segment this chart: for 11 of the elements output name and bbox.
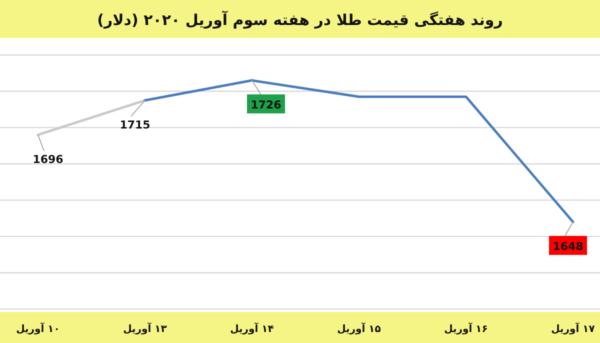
x-tick-label: ۱۵ آوریل — [337, 322, 381, 335]
chart-title: روند هفتگی قیمت طلا در هفته سوم آوریل ۲۰۲۰ (دلار) — [97, 10, 503, 29]
data-label: 1696 — [32, 152, 64, 166]
x-tick-label: ۱۳ آوریل — [123, 322, 167, 335]
data-label: 1715 — [120, 118, 150, 132]
x-tick-label: ۱۷ آوریل — [551, 322, 595, 335]
x-tick-label: ۱۴ آوریل — [230, 322, 274, 335]
x-tick-label: ۱۰ آوریل — [16, 322, 60, 335]
x-tick-label: ۱۶ آوریل — [444, 322, 488, 335]
data-label: 1648 — [552, 240, 584, 253]
data-label: 1726 — [250, 98, 282, 112]
